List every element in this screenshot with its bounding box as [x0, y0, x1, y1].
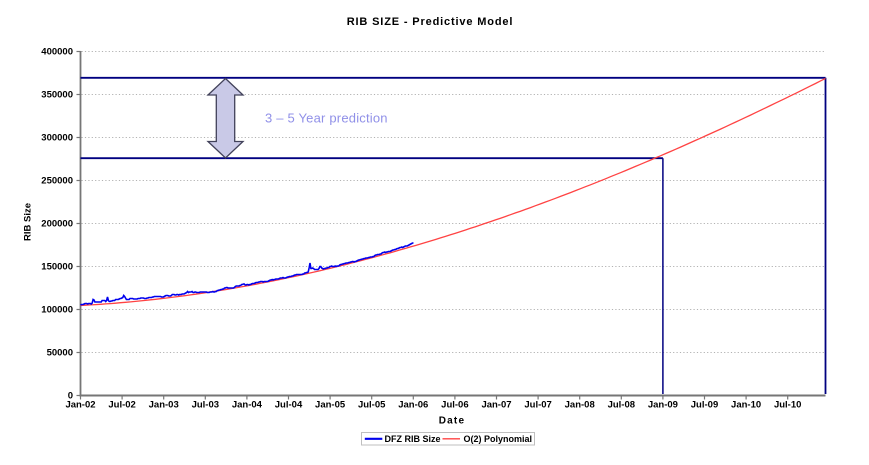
svg-text:Jan-06: Jan-06 [398, 400, 428, 411]
svg-text:Jul-04: Jul-04 [275, 400, 303, 411]
svg-text:Jul-09: Jul-09 [691, 400, 718, 411]
svg-text:Jan-02: Jan-02 [65, 400, 95, 411]
svg-text:RIB SIZE - Predictive Model: RIB SIZE - Predictive Model [347, 16, 514, 28]
svg-text:Jan-03: Jan-03 [149, 400, 179, 411]
svg-text:Jul-02: Jul-02 [108, 400, 135, 411]
svg-text:Jan-09: Jan-09 [648, 400, 678, 411]
svg-text:300000: 300000 [41, 132, 73, 143]
svg-text:Jul-05: Jul-05 [358, 400, 386, 411]
svg-text:Jul-03: Jul-03 [192, 400, 219, 411]
svg-text:O(2) Polynomial: O(2) Polynomial [464, 434, 533, 444]
svg-text:Jan-05: Jan-05 [315, 400, 346, 411]
svg-text:Jul-08: Jul-08 [608, 400, 635, 411]
svg-text:Date: Date [439, 416, 465, 427]
svg-text:200000: 200000 [41, 218, 73, 229]
svg-text:Jul-06: Jul-06 [441, 400, 468, 411]
svg-text:RIB Size: RIB Size [23, 203, 34, 241]
svg-text:Jan-07: Jan-07 [481, 400, 511, 411]
svg-text:Jan-08: Jan-08 [565, 400, 595, 411]
svg-text:50000: 50000 [47, 347, 73, 358]
svg-text:Jul-07: Jul-07 [524, 400, 551, 411]
svg-text:350000: 350000 [41, 89, 73, 100]
svg-text:Jan-10: Jan-10 [731, 400, 761, 411]
svg-text:400000: 400000 [41, 46, 73, 57]
svg-text:Jan-04: Jan-04 [232, 400, 263, 411]
svg-text:250000: 250000 [41, 175, 73, 186]
svg-text:DFZ RIB Size: DFZ RIB Size [385, 434, 441, 444]
svg-text:100000: 100000 [41, 304, 73, 315]
svg-text:0: 0 [68, 390, 73, 401]
svg-text:3 – 5 Year prediction: 3 – 5 Year prediction [265, 111, 388, 126]
svg-text:Jul-10: Jul-10 [774, 400, 801, 411]
svg-text:150000: 150000 [41, 261, 73, 272]
